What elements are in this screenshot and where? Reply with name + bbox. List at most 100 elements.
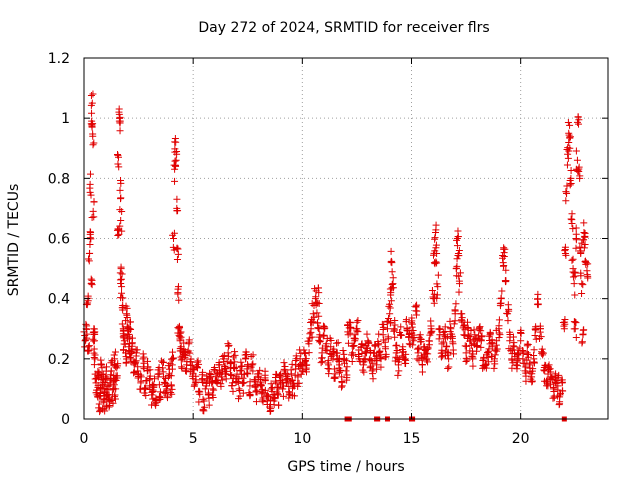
data-point: [369, 375, 377, 383]
data-point: [276, 371, 284, 379]
data-point: [335, 358, 343, 366]
data-point: [573, 156, 581, 164]
data-point: [96, 392, 104, 400]
data-point: [324, 359, 332, 367]
data-point: [338, 379, 346, 387]
data-point: [289, 392, 297, 400]
data-point: [119, 294, 127, 302]
data-point: [222, 375, 230, 383]
data-point: [149, 386, 157, 394]
data-point: [464, 318, 472, 326]
data-point: [112, 385, 120, 393]
data-point: [266, 405, 274, 413]
data-point: [475, 326, 483, 334]
data-point: [575, 168, 583, 176]
data-point: [577, 247, 585, 255]
data-point: [315, 312, 323, 320]
data-point: [89, 130, 97, 138]
data-point: [495, 316, 503, 324]
data-point: [97, 356, 105, 364]
data-point: [322, 342, 330, 350]
data-point: [558, 387, 566, 395]
data-point: [177, 356, 185, 364]
data-point: [410, 331, 418, 339]
data-point: [167, 381, 175, 389]
data-point: [220, 351, 228, 359]
data-point: [224, 349, 232, 357]
data-point: [332, 349, 340, 357]
data-point: [581, 241, 589, 249]
data-point: [449, 338, 457, 346]
data-point: [581, 229, 589, 237]
data-point: [133, 346, 141, 354]
data-point: [181, 353, 189, 361]
data-point: [258, 381, 266, 389]
data-point: [118, 208, 126, 216]
data-point: [295, 379, 303, 387]
data-point: [246, 390, 254, 398]
data-point: [171, 135, 179, 143]
data-point: [519, 347, 527, 355]
data-point: [454, 232, 462, 240]
data-point: [555, 371, 563, 379]
data-point: [340, 350, 348, 358]
data-point: [192, 378, 200, 386]
data-point: [85, 342, 93, 350]
data-point: [350, 342, 358, 350]
data-point: [232, 363, 240, 371]
data-point: [517, 337, 525, 345]
data-point: [205, 394, 213, 402]
data-point: [517, 326, 525, 334]
data-point: [563, 161, 571, 169]
data-point: [532, 335, 540, 343]
data-point: [245, 389, 253, 397]
data-point: [529, 365, 537, 373]
data-point: [209, 394, 217, 402]
data-point: [456, 269, 464, 277]
data-point: [439, 328, 447, 336]
data-point: [567, 215, 575, 223]
data-point: [259, 398, 267, 406]
data-point: [524, 353, 532, 361]
data-point: [530, 346, 538, 354]
data-point: [413, 355, 421, 363]
data-point: [388, 281, 396, 289]
data-point: [297, 370, 305, 378]
data-point: [376, 351, 384, 359]
data-point: [451, 307, 459, 315]
data-point: [235, 395, 243, 403]
data-point: [89, 90, 97, 98]
data-point: [279, 392, 287, 400]
data-point: [249, 351, 257, 359]
data-point: [314, 284, 322, 292]
data-point: [375, 349, 383, 357]
data-point: [238, 379, 246, 387]
data-point: [496, 331, 504, 339]
data-point: [387, 247, 395, 255]
data-point: [226, 371, 234, 379]
data-point: [353, 318, 361, 326]
y-tick-label: 0.4: [48, 292, 70, 308]
data-point: [122, 302, 130, 310]
data-point: [243, 369, 251, 377]
data-point: [384, 335, 392, 343]
data-point: [499, 262, 507, 270]
data-point: [461, 342, 469, 350]
data-point: [247, 363, 255, 371]
data-point: [579, 330, 587, 338]
data-point: [576, 243, 584, 251]
axes: 0 0.2 0.4 0.6 0.8 1 1.2 0 5 10 15 20: [48, 51, 608, 447]
data-point: [84, 347, 92, 355]
data-point: [154, 370, 162, 378]
data-point: [318, 357, 326, 365]
data-point: [568, 216, 576, 224]
data-point: [302, 366, 310, 374]
data-point: [580, 219, 588, 227]
data-point: [394, 371, 402, 379]
data-point: [572, 147, 580, 155]
data-point: [142, 392, 150, 400]
data-point: [387, 258, 395, 266]
data-point: [539, 349, 547, 357]
data-point: [498, 287, 506, 295]
data-point: [390, 327, 398, 335]
